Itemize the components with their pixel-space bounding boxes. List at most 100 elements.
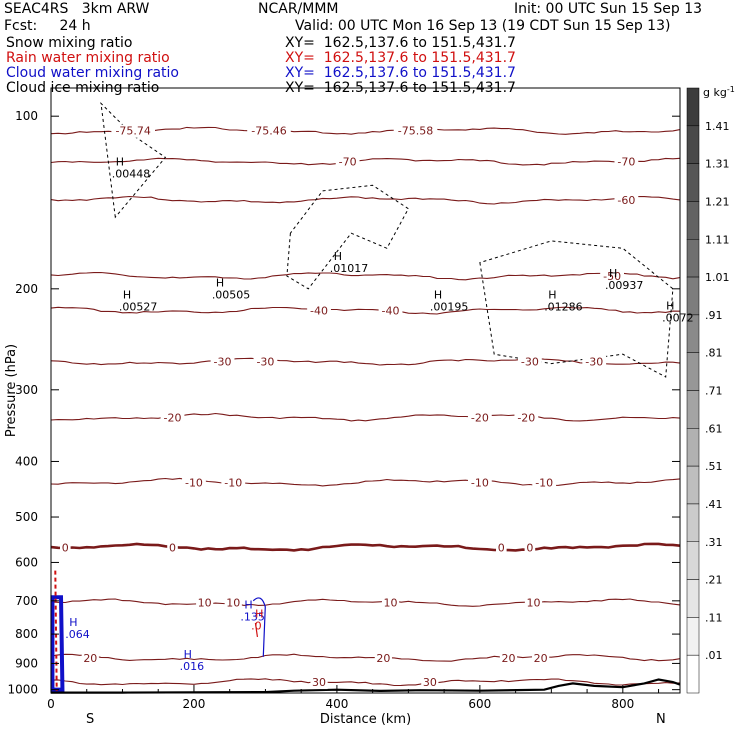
contour-label: -10 (535, 476, 553, 489)
extremum-marker: H (116, 156, 124, 169)
x-tick-label: 600 (468, 697, 491, 711)
contour-label: 10 (384, 597, 398, 610)
y-tick-label: 1000 (7, 683, 38, 697)
contour-label: -10 (224, 476, 242, 489)
contour-label: 20 (83, 652, 97, 665)
x-tick-label: 800 (611, 697, 634, 711)
contour-label: 20 (501, 652, 515, 665)
contour-label-bg (532, 651, 550, 665)
contour-label: -50 (603, 270, 621, 283)
contour-label-bg (374, 651, 392, 665)
colorbar-segment (686, 503, 700, 542)
x-axis-label: Distance (km) (320, 712, 411, 727)
temperature-contour (50, 271, 681, 281)
colorbar-segment (686, 428, 700, 467)
extremum-label: .01286 (544, 300, 583, 313)
extremum-label: .0 (251, 619, 261, 632)
extremum-label: .016 (180, 660, 205, 673)
extremum-label: .00527 (119, 300, 158, 313)
contour-label: 10 (226, 597, 240, 610)
contour-label: -30 (521, 356, 539, 369)
extremum-marker: H (334, 250, 342, 263)
contour-label: 0 (526, 541, 533, 554)
contour-label-bg (224, 596, 242, 610)
contour-label-bg (310, 676, 328, 690)
contour-label-bg (524, 541, 536, 555)
contour-label-bg (378, 304, 403, 318)
extremum-marker: H (609, 267, 617, 280)
colorbar-tick-label: .51 (705, 460, 723, 473)
extremum-marker: H (255, 607, 263, 620)
contour-label-bg (307, 304, 331, 318)
colorbar-tick-label: 1.31 (705, 158, 730, 171)
terrain (51, 678, 681, 694)
cloud-ice-outline (479, 240, 674, 378)
contour-label: -60 (617, 194, 635, 207)
model-title: SEAC4RS 3km ARW (4, 1, 150, 17)
y-tick-label: 700 (15, 594, 38, 608)
contour-labels: -75.74 -75.46 -75.58 -70 -70 -60 -50 -40 -40 -30 -… (59, 124, 694, 690)
contour-label-bg (614, 155, 639, 169)
contour-label-bg (614, 193, 639, 207)
rain-outline (254, 622, 259, 638)
contour-label-bg (393, 124, 438, 138)
y-axis-label: Pressure (hPa) (4, 344, 19, 437)
temperature-contour (50, 542, 681, 552)
cloud-water-outline (252, 597, 266, 657)
contour-label: -10 (185, 476, 203, 489)
contour-label: 0 (169, 541, 176, 554)
colorbar-tick-label: .81 (705, 347, 723, 360)
colorbar-segment (686, 87, 700, 127)
extremum-marker: H (244, 598, 252, 611)
extremum-marker: H (434, 288, 442, 301)
temperature-contour (50, 653, 681, 662)
forecast-hour: Fcst: 24 h (4, 18, 91, 34)
contour-label-bg (182, 476, 206, 490)
rain-column (54, 570, 58, 691)
extremum-label: .00195 (430, 300, 469, 313)
contour-label-bg (496, 541, 507, 555)
colorbar-tick-label: .01 (705, 649, 723, 662)
extremum-label: .00937 (605, 279, 644, 292)
field-name-snow: Snow mixing ratio (6, 35, 133, 51)
contour-label: 0 (498, 541, 505, 554)
temperature-contour (50, 306, 681, 315)
contour-label-bg (160, 411, 185, 425)
extremum-marker: H (184, 648, 192, 661)
colorbar-tick-label: 1.41 (705, 120, 730, 133)
contour-label-bg (167, 541, 178, 555)
x-tick-label: 0 (47, 697, 55, 711)
colorbar-segment (686, 579, 700, 618)
contour-label-bg (467, 411, 492, 425)
contour-label: -75.58 (398, 125, 433, 138)
colorbar: .01 .11 .21 .31 .41 .51 .61 .71 .81 .91 1.01 1.11 1.… (686, 85, 735, 694)
extremum-marker: H (69, 616, 77, 629)
contour-label-bg (247, 124, 291, 138)
contour-label: -20 (517, 411, 535, 424)
field-xy-snow: XY= 162.5,137.6 to 151.5,431.7 (285, 35, 516, 51)
contour-label-bg (335, 155, 360, 169)
contour-label: 10 (526, 597, 540, 610)
colorbar-segment (686, 163, 700, 202)
y-tick-label: 300 (15, 383, 38, 397)
colorbar-tick-label: 1.21 (705, 195, 730, 208)
extremum-marker: H (123, 288, 131, 301)
colorbar-segment (686, 390, 700, 429)
temperature-contour (50, 412, 681, 422)
temperature-contour (50, 157, 681, 166)
contour-label: 30 (312, 676, 326, 689)
x-end-north: N (656, 712, 666, 727)
init-time: Init: 00 UTC Sun 15 Sep 13 (514, 1, 703, 17)
cloud-ice-outline (286, 184, 410, 290)
colorbar-unit: g kg-1 (703, 85, 735, 99)
contour-label: 0 (62, 541, 69, 554)
temperature-contours (50, 126, 681, 687)
contour-label-bg (421, 676, 439, 690)
contour-label: -10 (471, 476, 489, 489)
contour-label: 20 (376, 652, 390, 665)
contour-label: -70 (617, 156, 635, 169)
contour-label-bg (514, 411, 539, 425)
extremum-marker: H (666, 299, 674, 312)
contour-label: -75.74 (115, 125, 150, 138)
